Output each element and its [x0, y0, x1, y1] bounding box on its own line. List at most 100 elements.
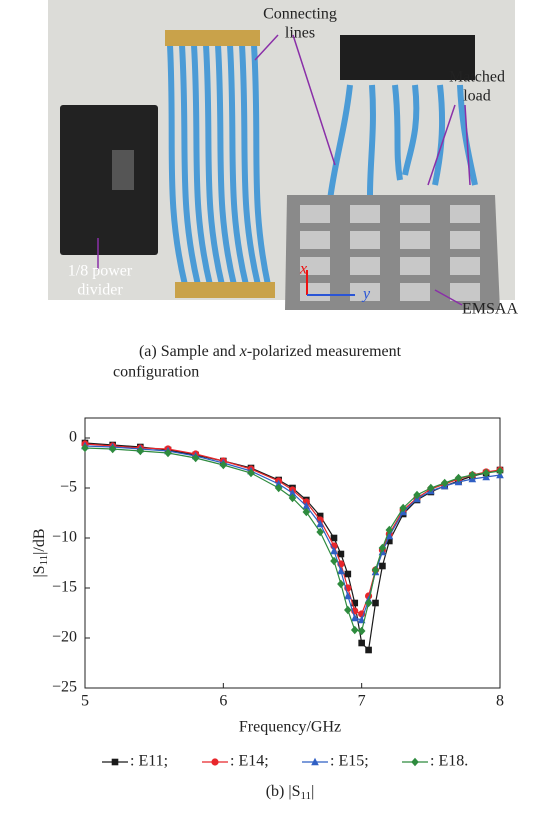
patch [400, 205, 430, 223]
y-axis-title: |S11|/dB [31, 528, 50, 577]
marker [316, 527, 324, 537]
marker [468, 470, 477, 480]
marker [288, 488, 297, 497]
label-matched: load [463, 88, 491, 105]
label-divider: 1/8 power [68, 263, 133, 280]
patch [350, 283, 380, 301]
caption-part: (b) |S [266, 783, 301, 800]
divider-top [340, 35, 475, 80]
marker [136, 446, 145, 456]
marker [302, 501, 311, 510]
marker [496, 466, 504, 476]
y-tick-label: −25 [52, 679, 77, 696]
series-line [84, 445, 501, 621]
legend-marker [411, 757, 419, 767]
marker [191, 453, 200, 463]
series-line [84, 447, 501, 632]
cables [167, 44, 478, 286]
legend-marker [211, 758, 219, 766]
caption-a: (a) Sample and x-polarized measurement [139, 343, 402, 360]
y-tick-label: −20 [52, 629, 77, 646]
series-line [84, 442, 501, 652]
marker [288, 493, 297, 503]
caption-a: configuration [113, 364, 199, 381]
marker [385, 525, 394, 535]
patch [450, 205, 480, 223]
marker [330, 556, 338, 566]
y-tick-label: −5 [60, 479, 77, 496]
marker [351, 599, 359, 607]
marker [330, 534, 338, 542]
caption-part: -polarized measurement [247, 343, 402, 360]
label-matched: Matched [449, 69, 505, 86]
patch [350, 231, 380, 249]
marker [164, 448, 172, 458]
marker [440, 478, 449, 488]
label-emsaa: EMSAA [462, 301, 518, 318]
marker [379, 562, 386, 570]
pointers [97, 34, 471, 306]
legend-label: : E14; [230, 753, 269, 770]
patch [400, 257, 430, 275]
marker [358, 639, 365, 647]
x-tick-label: 6 [219, 693, 227, 710]
x-tick-label: 8 [496, 693, 504, 710]
connectors [165, 30, 275, 298]
marker [344, 570, 352, 578]
patch [350, 257, 380, 275]
marker [413, 490, 421, 500]
marker [364, 598, 373, 608]
legend-label: : E18. [430, 753, 468, 770]
marker [399, 503, 407, 513]
y-tick-label: 0 [69, 429, 77, 446]
series-line [84, 443, 501, 615]
power-divider [60, 105, 158, 255]
marker [350, 625, 359, 635]
antenna-board [285, 195, 500, 310]
label-connecting: lines [285, 25, 315, 42]
marker [344, 605, 352, 615]
marker [344, 591, 352, 600]
y-title-part: |S [31, 565, 48, 577]
caption-part: (a) Sample and [139, 343, 240, 360]
marker [386, 537, 393, 545]
photo: x y Connecting lines Matched load 1/8 po… [48, 0, 518, 318]
marker [316, 519, 324, 528]
marker [372, 599, 379, 607]
patch [400, 231, 430, 249]
y-title-part: |/dB [31, 528, 48, 554]
marker [482, 468, 490, 478]
marker [81, 443, 89, 453]
marker [108, 444, 117, 454]
patch [450, 231, 480, 249]
marker [247, 468, 255, 478]
marker [274, 479, 283, 488]
patch [400, 283, 430, 301]
marker [337, 579, 345, 589]
patch [450, 283, 480, 301]
marker [371, 565, 380, 575]
marker [316, 512, 324, 520]
x-tick-label: 5 [81, 693, 89, 710]
marker [350, 613, 359, 622]
caption-part: x [239, 343, 247, 360]
marker [330, 546, 338, 555]
marker [357, 626, 366, 636]
caption-b: (b) |S11| [266, 783, 315, 802]
axis-y-label: y [361, 286, 371, 303]
marker [219, 460, 228, 470]
marker [454, 473, 463, 483]
marker [378, 543, 387, 553]
y-tick-label: −15 [52, 579, 77, 596]
legend-label: : E11; [130, 753, 168, 770]
caption-part: 11 [300, 790, 311, 802]
marker [385, 531, 394, 540]
marker [365, 646, 372, 654]
patches [300, 205, 480, 301]
x-tick-label: 7 [358, 693, 366, 710]
marker [274, 483, 283, 493]
patch [350, 205, 380, 223]
label-divider: divider [77, 282, 123, 299]
x-axis-title: Frequency/GHz [239, 719, 341, 736]
